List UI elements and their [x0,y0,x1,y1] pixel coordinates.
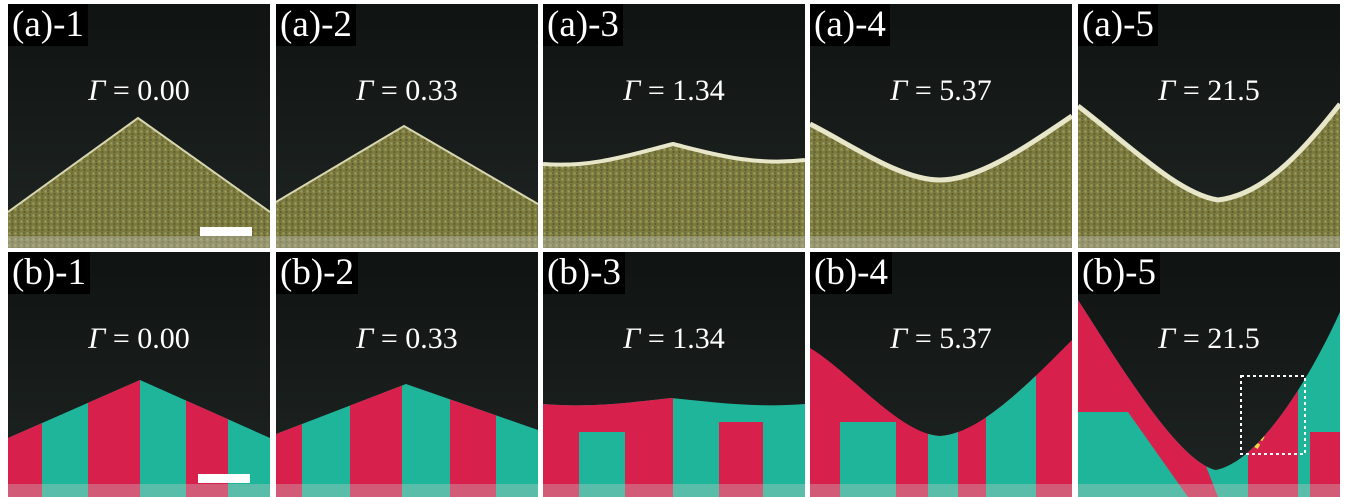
bead-pile-image [1078,252,1340,497]
gamma-value: = 0.33 [380,74,458,107]
gamma-annotation: Γ = 5.37 [810,322,1072,356]
panel-a-5: (a)-5 Γ = 21.5 [1078,4,1340,248]
panel-b-4: (b)-4 Γ = 5.37 [810,252,1072,497]
gamma-symbol: Γ [1158,74,1176,107]
gamma-value: = 0.33 [380,322,458,355]
panel-label: (b)-2 [276,252,358,294]
gamma-annotation: Γ = 5.37 [810,74,1072,108]
gamma-symbol: Γ [356,322,374,355]
sand-pile-image [8,4,270,248]
panel-a-3: (a)-3 Γ = 1.34 [543,4,805,248]
gamma-value: = 0.00 [112,322,190,355]
panel-b-1: (b)-1 Γ = 0.00 [8,252,270,497]
gamma-symbol: Γ [88,74,106,107]
scale-bar [200,227,252,236]
gamma-value: = 0.00 [112,74,190,107]
gamma-symbol: Γ [890,74,908,107]
gamma-symbol: Γ [88,322,106,355]
gamma-annotation: Γ = 1.34 [543,322,805,356]
bead-pile-image [543,252,805,497]
panel-label: (b)-3 [543,252,625,294]
panel-a-1: (a)-1 Γ = 0.00 [8,4,270,248]
gamma-symbol: Γ [623,74,641,107]
panel-b-3: (b)-3 Γ = 1.34 [543,252,805,497]
gamma-annotation: Γ = 21.5 [1078,322,1340,356]
panel-label: (b)-5 [1078,252,1160,294]
sand-pile-image [276,4,538,248]
panel-label: (a)-2 [276,4,356,46]
gamma-symbol: Γ [623,322,641,355]
gamma-value: = 21.5 [1182,74,1260,107]
gamma-annotation: Γ = 0.33 [276,322,538,356]
sand-pile-image [810,4,1072,248]
panel-b-5: (b)-5 Γ = 21.5 [1078,252,1340,497]
panel-a-2: (a)-2 Γ = 0.33 [276,4,538,248]
panel-label: (b)-1 [8,252,90,294]
panel-label: (a)-5 [1078,4,1158,46]
gamma-value: = 1.34 [647,74,725,107]
panel-label: (b)-4 [810,252,892,294]
panel-b-2: (b)-2 Γ = 0.33 [276,252,538,497]
gamma-symbol: Γ [890,322,908,355]
scale-bar [198,474,250,483]
panel-a-4: (a)-4 Γ = 5.37 [810,4,1072,248]
gamma-value: = 1.34 [647,322,725,355]
gamma-annotation: Γ = 0.00 [8,74,270,108]
gamma-symbol: Γ [356,74,374,107]
gamma-annotation: Γ = 0.33 [276,74,538,108]
gamma-annotation: Γ = 21.5 [1078,74,1340,108]
gamma-symbol: Γ [1158,322,1176,355]
gamma-annotation: Γ = 1.34 [543,74,805,108]
bead-pile-image [810,252,1072,497]
gamma-value: = 5.37 [914,322,992,355]
panel-label: (a)-3 [543,4,623,46]
panel-label: (a)-4 [810,4,890,46]
gamma-value: = 5.37 [914,74,992,107]
gamma-annotation: Γ = 0.00 [8,322,270,356]
panel-label: (a)-1 [8,4,88,46]
gamma-value: = 21.5 [1182,322,1260,355]
